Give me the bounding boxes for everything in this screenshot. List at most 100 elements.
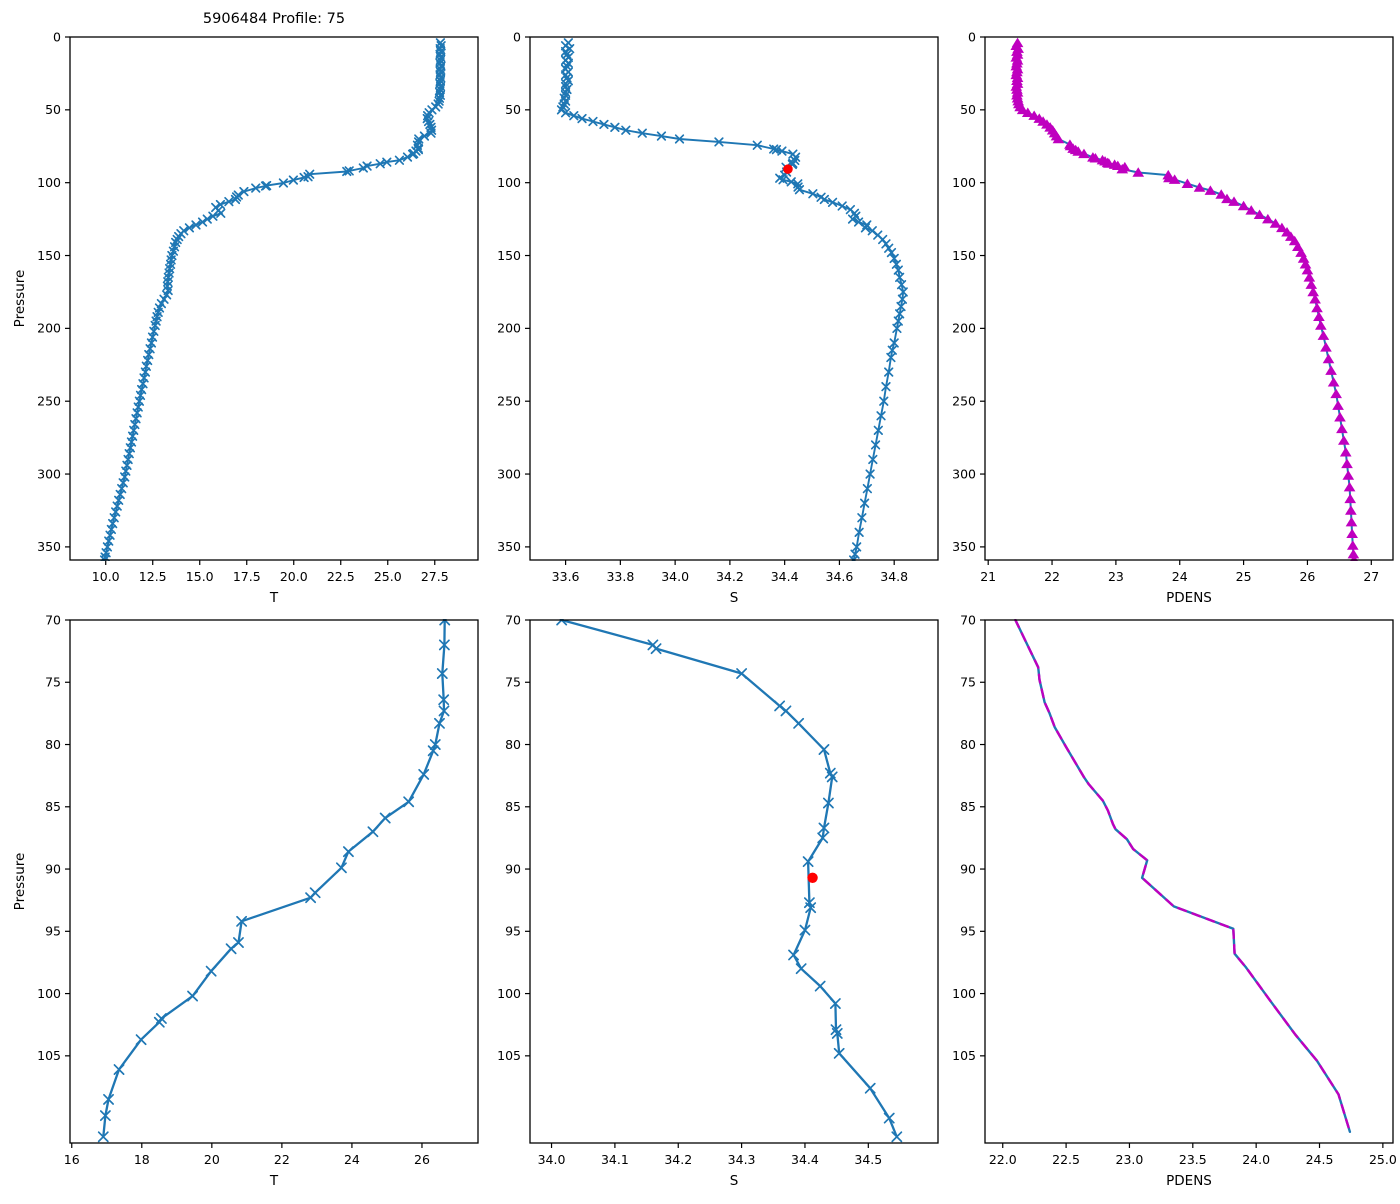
y-tick-label: 80 <box>505 737 521 752</box>
density-profile-line-marker <box>1301 264 1314 275</box>
density-profile-line-marker <box>1344 493 1357 504</box>
salinity-profile-marker <box>808 189 818 199</box>
salinity-profile-marker <box>879 396 889 406</box>
y-tick-label: 95 <box>45 924 61 939</box>
salinity-zoom-marker <box>736 668 748 679</box>
x-tick-label: 22 <box>1044 569 1060 584</box>
temperature-profile-marker <box>184 223 195 233</box>
plot-border <box>529 619 939 1144</box>
y-tick-label: 100 <box>952 986 976 1001</box>
temperature-zoom-marker <box>99 1110 111 1122</box>
temperature-zoom-marker <box>187 990 199 1002</box>
density-profile-line-marker <box>1346 540 1359 550</box>
density-profile-line-marker <box>1297 253 1310 263</box>
density-profile-line-marker <box>1221 193 1233 204</box>
salinity-zoom-marker <box>774 700 786 712</box>
salinity-profile-marker <box>862 483 873 494</box>
salinity-profile-marker <box>637 128 647 138</box>
x-tick-label: 34.6 <box>826 569 854 584</box>
y-tick-label: 0 <box>53 29 61 44</box>
x-tick-label: 24.0 <box>1242 1152 1270 1167</box>
temperature-profile-marker <box>278 178 289 188</box>
density-profile-line-marker <box>1315 320 1327 330</box>
plot-border <box>69 36 479 561</box>
x-tick-label: 17.5 <box>233 569 261 584</box>
x-tick-label: 15.0 <box>186 569 214 584</box>
x-axis-label: T <box>269 590 279 606</box>
subplot-PDENS-zoom: 22.0 22.5 23.0 23.5 24.0 24.5 25.0 70 75 80 85 90 95… <box>952 612 1397 1189</box>
temperature-profile-marker <box>161 290 172 300</box>
salinity-profile-marker <box>868 454 878 465</box>
x-tick-label: 26 <box>1299 569 1315 584</box>
x-tick-label: 22.5 <box>1052 1152 1080 1167</box>
y-tick-label: 50 <box>45 102 61 117</box>
temperature-profile-marker <box>260 181 271 191</box>
salinity-profile-marker <box>794 185 805 195</box>
temperature-zoom-marker <box>103 1093 114 1105</box>
temperature-profile-marker <box>216 208 226 218</box>
salinity-profile-marker <box>889 253 899 264</box>
temperature-zoom-marker <box>436 668 448 679</box>
temperature-profile-marker <box>402 152 413 162</box>
salinity-profile-marker <box>859 498 870 508</box>
density-profile-line-marker <box>1309 294 1321 304</box>
temperature-profile-marker <box>239 186 249 197</box>
salinity-profile-marker <box>876 411 886 421</box>
x-tick-label: 34.2 <box>664 1152 692 1167</box>
x-tick-label: 16 <box>64 1152 80 1167</box>
subplot-T-full: 10.0 12.5 15.0 17.5 20.0 22.5 25.0 27.5 0 50 100 15… <box>12 11 479 606</box>
x-axis-label: S <box>730 590 739 606</box>
temperature-profile-marker <box>342 166 352 177</box>
temperature-zoom-marker <box>438 639 450 651</box>
salinity-profile-marker <box>847 214 858 224</box>
temperature-zoom-marker <box>438 694 450 706</box>
x-tick-label: 34.1 <box>601 1152 629 1167</box>
temperature-zoom-marker <box>427 745 439 757</box>
x-axis-label: T <box>269 1173 279 1189</box>
x-tick-label: 24 <box>1172 569 1188 584</box>
density-profile-line-marker <box>1332 400 1344 410</box>
y-tick-label: 50 <box>960 102 976 117</box>
y-tick-label: 75 <box>505 675 521 690</box>
y-tick-label: 105 <box>37 1048 61 1063</box>
y-tick-label: 80 <box>45 737 61 752</box>
salinity-profile-marker <box>893 316 903 326</box>
density-profile-line-marker <box>1193 182 1206 192</box>
y-tick-label: 0 <box>968 29 976 44</box>
y-tick-label: 200 <box>37 321 61 336</box>
salinity-profile-marker <box>881 381 891 392</box>
temperature-profile-marker <box>202 214 212 224</box>
salinity-profile-marker <box>884 367 894 377</box>
salinity-profile-marker <box>896 280 907 290</box>
x-tick-label: 34.5 <box>854 1152 882 1167</box>
density-zoom-dashed-line <box>1014 619 1352 1134</box>
density-profile-line-marker <box>1346 528 1358 539</box>
salinity-profile-marker <box>577 113 587 124</box>
subplot-PDENS-full: 21 22 23 24 25 26 27 0 50 100 150 200 250 300 350 PDENS <box>952 29 1394 606</box>
y-tick-label: 150 <box>497 248 521 263</box>
density-profile-line-marker <box>1343 481 1356 492</box>
temperature-zoom-marker <box>379 812 391 824</box>
salinity-profile-marker <box>898 287 908 297</box>
salinity-profile-marker <box>897 294 908 304</box>
density-profile-line-marker <box>1305 279 1318 289</box>
x-tick-label: 34.0 <box>538 1152 566 1167</box>
x-axis-label: S <box>730 1173 739 1189</box>
y-tick-label: 70 <box>45 612 61 627</box>
salinity-zoom-marker <box>650 643 662 655</box>
x-tick-label: 18 <box>134 1152 150 1167</box>
y-tick-label: 300 <box>37 466 61 481</box>
density-profile-line-marker <box>1089 153 1102 163</box>
temperature-zoom-marker <box>434 717 445 729</box>
temperature-profile-marker <box>191 220 201 230</box>
salinity-profile-marker <box>778 175 788 185</box>
salinity-zoom-marker <box>822 797 834 809</box>
salinity-zoom-marker <box>833 1047 845 1059</box>
salinity-profile-marker <box>895 272 905 283</box>
y-tick-label: 85 <box>505 799 521 814</box>
salinity-profile-marker <box>860 223 871 233</box>
density-profile-line-marker <box>1338 435 1350 445</box>
temperature-profile-marker <box>344 166 354 176</box>
temperature-profile-marker <box>426 125 437 135</box>
